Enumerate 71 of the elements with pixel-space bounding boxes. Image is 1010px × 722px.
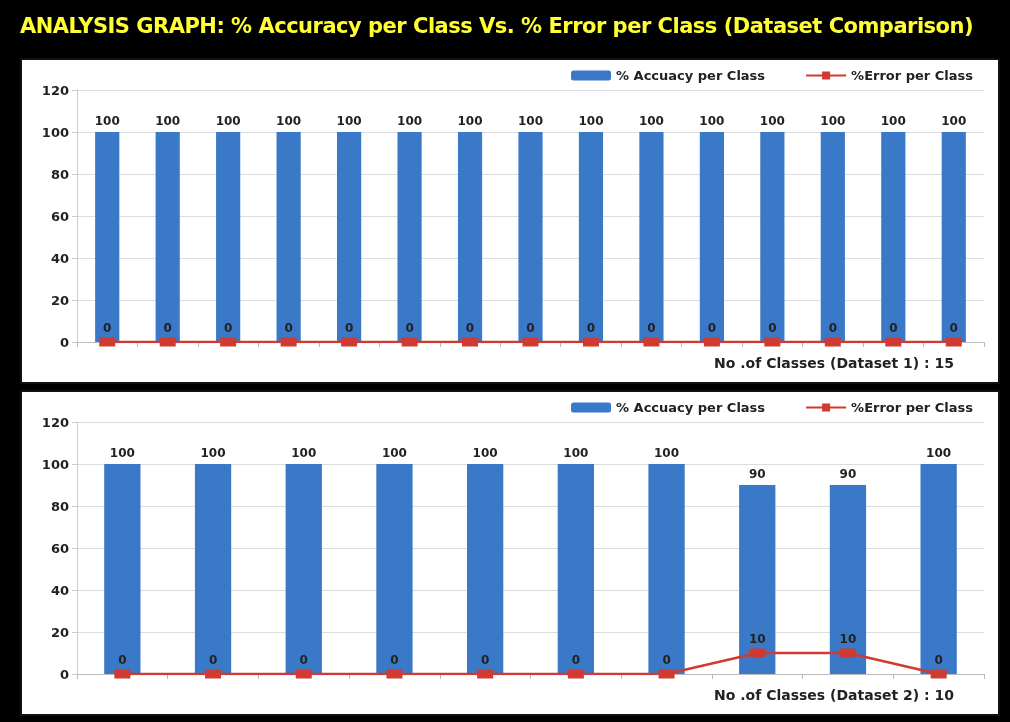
data-label: 100 — [759, 114, 785, 128]
data-label: 100 — [291, 446, 317, 460]
data-label: 0 — [768, 320, 777, 335]
data-label: 100 — [276, 114, 302, 128]
data-label: 0 — [118, 652, 127, 667]
y-tick-label: 100 — [41, 456, 69, 472]
legend-label: %Error per Class — [851, 68, 974, 83]
data-label: 0 — [223, 320, 233, 335]
data-label: 0 — [934, 652, 943, 667]
data-label: 0 — [949, 320, 958, 335]
data-label: 100 — [578, 114, 604, 128]
data-label: 100 — [215, 114, 241, 128]
data-label: 0 — [571, 652, 581, 667]
y-tick-label: 60 — [50, 540, 69, 556]
data-label: 100 — [654, 446, 680, 460]
legend-label: % Accuacy per Class — [616, 68, 766, 83]
data-label: 100 — [397, 114, 423, 128]
data-label: 100 — [941, 114, 967, 128]
data-label: 0 — [103, 320, 112, 335]
data-label: 100 — [563, 446, 589, 460]
data-label: 90 — [748, 467, 766, 481]
y-tick-label: 20 — [50, 292, 69, 308]
data-label: 100 — [820, 114, 846, 128]
y-tick-label: 80 — [50, 498, 69, 514]
data-label: 0 — [208, 652, 218, 667]
data-label: 0 — [526, 320, 535, 335]
data-label: 100 — [638, 114, 664, 128]
data-label: 0 — [299, 652, 308, 667]
data-label: 100 — [94, 114, 120, 128]
data-label: 100 — [699, 114, 725, 128]
data-label: 100 — [381, 446, 407, 460]
y-tick-label: 40 — [50, 250, 69, 266]
data-label: 100 — [517, 114, 544, 128]
data-label: 100 — [336, 114, 362, 128]
data-label: 0 — [405, 320, 414, 335]
data-label: 10 — [748, 631, 766, 646]
legend-label: % Accuacy per Class — [616, 400, 766, 415]
y-tick-label: 80 — [50, 166, 69, 182]
x-axis-title: No .of Classes (Dataset 1) : 15 — [714, 355, 954, 371]
y-tick-label: 60 — [50, 208, 69, 224]
data-label: 100 — [880, 114, 906, 128]
data-label: 100 — [457, 114, 483, 128]
x-axis-title: No .of Classes (Dataset 2) : 10 — [714, 687, 955, 703]
data-label: 0 — [344, 320, 354, 335]
data-label: 0 — [163, 320, 172, 335]
data-label: 10 — [839, 631, 857, 646]
data-label: 0 — [707, 320, 717, 335]
data-label: 0 — [284, 320, 293, 335]
data-label: 0 — [465, 320, 475, 335]
data-label: 0 — [480, 652, 490, 667]
data-label: 100 — [109, 446, 135, 460]
y-tick-label: 20 — [50, 624, 69, 640]
legend-label: %Error per Class — [851, 400, 974, 415]
data-label: 0 — [662, 652, 671, 667]
data-label: 0 — [390, 652, 399, 667]
y-tick-label: 100 — [41, 124, 69, 140]
data-label: 0 — [828, 320, 838, 335]
y-tick-label: 120 — [41, 82, 69, 98]
data-label: 100 — [472, 446, 498, 460]
data-label: 100 — [155, 114, 181, 128]
y-tick-label: 120 — [41, 414, 69, 430]
y-tick-label: 0 — [59, 666, 69, 682]
data-label: 0 — [586, 320, 596, 335]
data-label: 90 — [839, 467, 857, 481]
data-label: 0 — [889, 320, 898, 335]
y-tick-label: 0 — [59, 334, 69, 350]
data-label: 100 — [200, 446, 226, 460]
chart-title: ANALYSIS GRAPH: % Accuracy per Class Vs. % Error per Class (Dataset Comparison) — [19, 13, 975, 40]
y-tick-label: 40 — [50, 582, 69, 598]
data-label: 0 — [647, 320, 656, 335]
data-label: 100 — [926, 446, 952, 460]
